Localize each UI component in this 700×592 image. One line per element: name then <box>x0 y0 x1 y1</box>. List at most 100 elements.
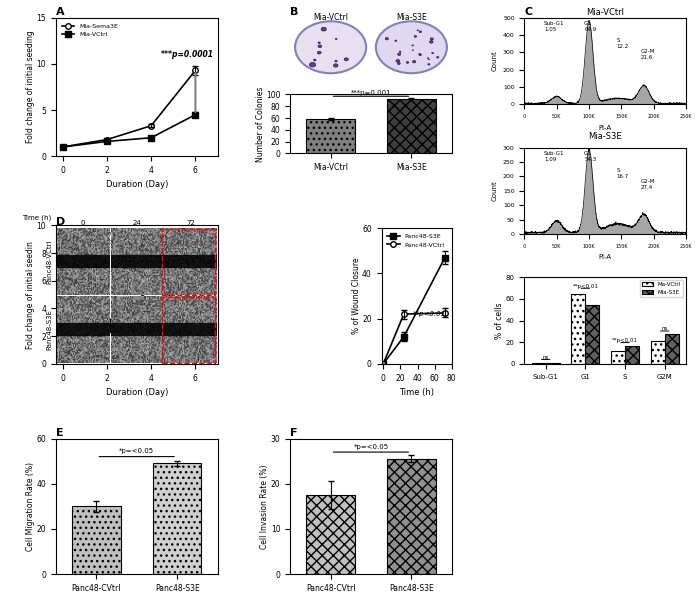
Circle shape <box>399 51 401 52</box>
Text: B: B <box>290 7 299 17</box>
Bar <box>153 464 202 574</box>
Line: Panc48-S3E: Panc48-S3E <box>381 255 448 366</box>
Circle shape <box>318 45 322 47</box>
Panc48-VCtrl <box>103 326 111 333</box>
Text: G2-M
27.4: G2-M 27.4 <box>640 179 655 190</box>
Line: Panc48-Sema3E: Panc48-Sema3E <box>60 256 198 353</box>
X-axis label: Duration (Day): Duration (Day) <box>106 181 168 189</box>
Legend: Ma-VCtrl, Mia-S3E: Ma-VCtrl, Mia-S3E <box>640 280 683 297</box>
Bar <box>162 229 215 295</box>
Text: F: F <box>290 428 298 437</box>
Bar <box>585 305 599 364</box>
Text: ns: ns <box>662 326 668 332</box>
Text: A: A <box>56 7 64 17</box>
X-axis label: Pi-A: Pi-A <box>598 124 612 131</box>
Text: C: C <box>524 7 533 17</box>
Text: G1
54.3: G1 54.3 <box>584 151 596 162</box>
Panc48-S3E <box>400 333 408 340</box>
Legend: Mia-Sema3E, Mia-VCtrl: Mia-Sema3E, Mia-VCtrl <box>59 21 120 40</box>
Text: D: D <box>56 217 65 227</box>
Text: Sub-G1
1.05: Sub-G1 1.05 <box>544 21 564 32</box>
Panc48-VCtrl <box>441 310 449 317</box>
Text: ***p=0.0001: ***p=0.0001 <box>136 257 190 266</box>
Y-axis label: Fold change of initial seedin: Fold change of initial seedin <box>27 241 35 349</box>
Y-axis label: Count: Count <box>491 181 498 201</box>
Line: Mia-Sema3E: Mia-Sema3E <box>60 67 198 150</box>
Mia-VCtrl <box>147 134 155 141</box>
Text: S
12.2: S 12.2 <box>617 38 629 49</box>
Text: **p<0.01: **p<0.01 <box>612 338 638 343</box>
Y-axis label: % of Wound Closure: % of Wound Closure <box>351 258 360 334</box>
Panc48-S3E <box>379 361 387 368</box>
Text: 24: 24 <box>132 220 141 226</box>
Panc48-Sema3E <box>103 318 111 326</box>
Panc48-VCtrl <box>400 311 408 318</box>
Text: *p=<0.05: *p=<0.05 <box>354 444 388 450</box>
Circle shape <box>428 59 430 60</box>
Mia-Sema3E <box>147 122 155 129</box>
Circle shape <box>385 37 389 40</box>
X-axis label: Pi-A: Pi-A <box>598 255 612 260</box>
Legend: Panc48-Sema3E, Panc48-VCtrl: Panc48-Sema3E, Panc48-VCtrl <box>59 229 132 247</box>
Text: Sub-G1
1.09: Sub-G1 1.09 <box>544 151 564 162</box>
Circle shape <box>333 64 338 67</box>
X-axis label: Time (h): Time (h) <box>399 388 434 397</box>
Circle shape <box>432 52 433 54</box>
Title: Mia-S3E: Mia-S3E <box>589 132 622 141</box>
Y-axis label: % of cells: % of cells <box>496 303 505 339</box>
Y-axis label: Cell Migration Rate (%): Cell Migration Rate (%) <box>26 462 35 551</box>
Circle shape <box>309 62 316 67</box>
Text: E: E <box>56 428 64 437</box>
Text: G2-M
21.6: G2-M 21.6 <box>640 50 655 60</box>
Bar <box>72 506 120 574</box>
Circle shape <box>412 45 414 46</box>
Text: ***p=0.001: ***p=0.001 <box>351 89 391 96</box>
Circle shape <box>406 62 409 63</box>
Text: Panc48-VCtrl: Panc48-VCtrl <box>46 240 52 284</box>
Bar <box>307 119 355 153</box>
Panc48-Sema3E <box>147 285 155 292</box>
Bar <box>611 350 625 364</box>
Circle shape <box>419 31 421 33</box>
Circle shape <box>317 52 321 54</box>
Circle shape <box>395 40 397 41</box>
Bar <box>625 346 639 364</box>
Panc48-VCtrl <box>147 306 155 313</box>
Bar <box>546 363 559 364</box>
Text: Mia-S3E: Mia-S3E <box>396 12 427 21</box>
Line: Mia-VCtrl: Mia-VCtrl <box>60 112 198 150</box>
Text: ns: ns <box>542 355 549 360</box>
Y-axis label: Number of Colonies: Number of Colonies <box>256 86 265 162</box>
Circle shape <box>430 38 433 40</box>
Y-axis label: Fold change of initial seeding: Fold change of initial seeding <box>27 31 35 143</box>
Circle shape <box>396 60 400 62</box>
Mia-VCtrl <box>58 143 66 150</box>
Circle shape <box>314 59 316 61</box>
Circle shape <box>321 27 326 31</box>
Text: ***p=0.0001: ***p=0.0001 <box>161 50 214 59</box>
Circle shape <box>398 62 400 65</box>
Bar <box>651 340 665 364</box>
Circle shape <box>430 41 433 43</box>
Line: Panc48-VCtrl: Panc48-VCtrl <box>60 272 198 353</box>
Title: Mia-VCtrl: Mia-VCtrl <box>586 8 624 17</box>
Text: Panc48-S3E: Panc48-S3E <box>46 310 52 350</box>
Y-axis label: Count: Count <box>491 51 498 72</box>
Panc48-VCtrl <box>191 272 200 279</box>
Mia-Sema3E <box>191 67 200 74</box>
Text: 0: 0 <box>80 220 85 226</box>
Text: **p<0.01: **p<0.01 <box>413 311 447 317</box>
Circle shape <box>417 30 419 31</box>
Circle shape <box>414 36 416 37</box>
Bar <box>387 99 435 153</box>
Circle shape <box>428 63 430 65</box>
Circle shape <box>398 53 400 56</box>
Bar <box>387 459 435 574</box>
Circle shape <box>318 42 321 44</box>
Text: Mia-VCtrl: Mia-VCtrl <box>313 12 348 21</box>
Text: Time (h): Time (h) <box>22 215 52 221</box>
Text: 72: 72 <box>186 220 195 226</box>
Panc48-Sema3E <box>58 346 66 353</box>
Bar <box>571 294 585 364</box>
Circle shape <box>335 38 337 40</box>
